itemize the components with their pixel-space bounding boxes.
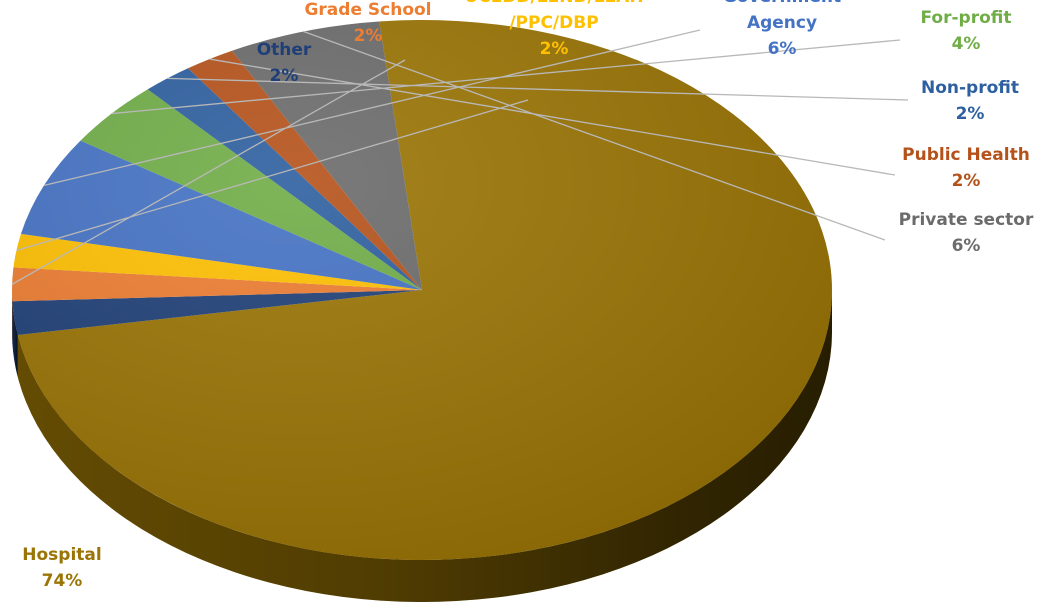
pie-side-shade-0: [17, 290, 832, 603]
data-label-value-government-agency: 6%: [768, 39, 797, 59]
data-label-value-for-profit: 4%: [952, 34, 981, 54]
pie-side-shade-1: [12, 301, 18, 378]
data-label-name-ucedd-lend-leah-ppc-dbp: /PPC/DBP: [509, 13, 598, 33]
data-label-name-hospital: Hospital: [22, 545, 101, 565]
data-label-value-other: 2%: [270, 66, 299, 86]
data-label-name-private-sector: Private sector: [899, 210, 1034, 230]
leader-line-5: [111, 39, 901, 115]
data-label-other: Other 2%: [257, 40, 312, 86]
pie-top-sheen: [12, 20, 832, 560]
data-label-value-non-profit: 2%: [956, 104, 985, 124]
data-label-value-hospital: 74%: [42, 571, 83, 591]
data-label-hospital: Hospital 74%: [22, 545, 101, 591]
data-label-name-government-agency: Agency: [747, 13, 817, 33]
leader-line-4: [43, 29, 701, 187]
data-label-name-grade-school: Grade School: [304, 0, 431, 20]
data-label-public-health: Public Health 2%: [902, 145, 1030, 191]
data-label-value-public-health: 2%: [952, 171, 981, 191]
leader-line-8: [303, 30, 886, 241]
data-label-name-other: Other: [257, 40, 312, 60]
data-label-value-grade-school: 2%: [354, 26, 383, 46]
leader-line-7: [209, 58, 896, 176]
data-label-non-profit: Non-profit 2%: [921, 78, 1019, 124]
leader-line-6: [167, 77, 909, 101]
data-label-name-non-profit: Non-profit: [921, 78, 1019, 98]
data-label-for-profit: For-profit 4%: [920, 8, 1011, 54]
data-label-government-agency: Government Agency 6%: [723, 0, 841, 59]
data-label-value-private-sector: 6%: [952, 236, 981, 256]
data-label-private-sector: Private sector 6%: [899, 210, 1034, 256]
leader-line-2: [11, 59, 406, 285]
data-label-name-government-agency: Government: [723, 0, 841, 7]
data-label-value-ucedd-lend-leah-ppc-dbp: 2%: [540, 39, 569, 59]
data-label-name-ucedd-lend-leah-ppc-dbp: UCEDD/LEND/LEAH: [464, 0, 643, 7]
leader-line-3: [16, 99, 529, 252]
data-label-grade-school: Grade School 2%: [304, 0, 431, 46]
data-label-name-public-health: Public Health: [902, 145, 1030, 165]
data-label-name-for-profit: For-profit: [920, 8, 1011, 28]
data-label-ucedd-lend-leah-ppc-dbp: UCEDD/LEND/LEAH/PPC/DBP 2%: [464, 0, 643, 59]
